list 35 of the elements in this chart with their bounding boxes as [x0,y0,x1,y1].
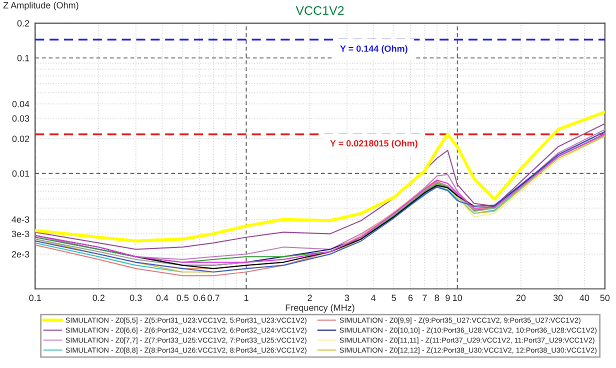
x-tick-label: 40 [580,294,590,302]
x-tick-label: 50 [600,294,610,302]
x-tick-label: 30 [553,294,563,302]
x-tick-label: 7 [422,294,427,301]
x-tick-label: 2 [308,294,312,301]
x-tick-label: 9 [446,294,450,302]
x-tick-label: 20 [516,294,526,302]
x-tick-label: 0.5 [176,294,189,302]
y-tick-label: 0.02 [12,136,30,142]
y-tick-label: 4e-3 [12,216,30,223]
x-tick-label: 8 [434,294,440,302]
y-tick-label: 0.01 [12,170,30,177]
x-tick-label: 0.3 [130,294,142,302]
x-tick-label: 6 [408,294,413,302]
chart-title: VCC1V2 [296,6,344,15]
ref-line-label: Y = 0.0218015 (Ohm) [330,140,418,148]
x-tick-label: 0.4 [156,294,168,302]
y-tick-label: 0.04 [12,100,30,108]
ref-line-label: Y = 0.144 (Ohm) [340,45,408,54]
y-tick-label: 0.2 [17,20,30,27]
x-tick-label: 3 [344,294,350,302]
x-tick-label: 1 [244,294,248,301]
x-tick-label: 0.1 [29,294,41,302]
y-axis-title: Z Amplitude (Ohm) [3,2,78,10]
y-tick-label: 0.03 [12,115,30,122]
x-tick-label: 5 [392,294,396,302]
x-tick-label: 10 [453,294,462,302]
x-axis-title: Frequency (MHz) [286,304,354,313]
y-tick-label: 0.1 [17,54,30,62]
x-tick-label: 0.2 [92,294,104,302]
x-tick-label: 0.6 [193,294,206,302]
x-tick-label: 4 [371,294,376,301]
x-tick-label: 0.7 [208,294,220,302]
y-tick-label: 3e-3 [12,230,30,238]
y-tick-label: 2e-3 [12,251,30,258]
